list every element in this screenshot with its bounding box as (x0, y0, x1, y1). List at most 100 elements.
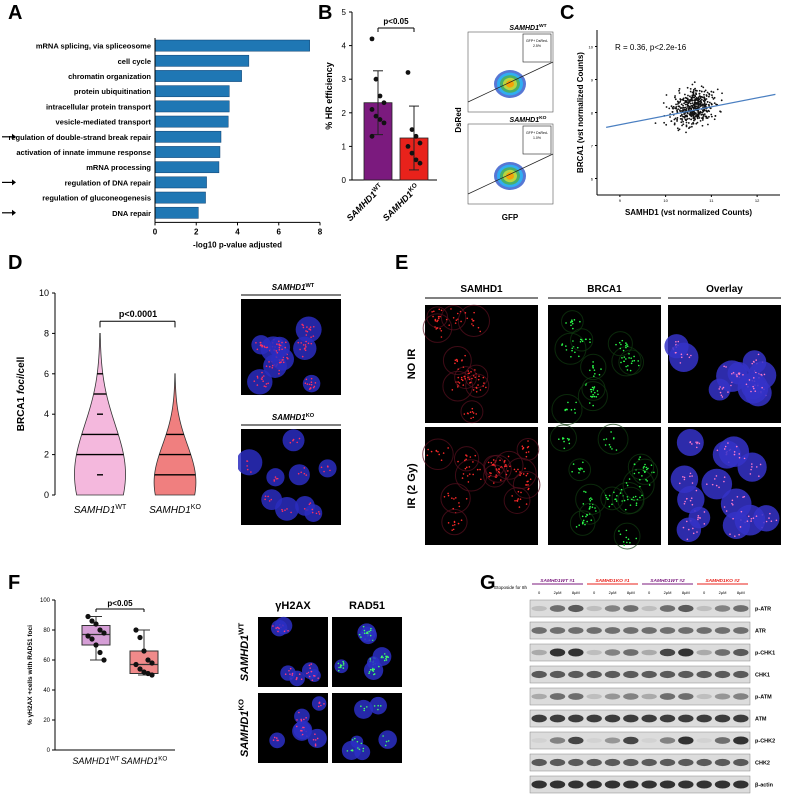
data-point-0-7 (381, 120, 387, 126)
x-tick-label-1: 2 (194, 227, 199, 236)
micrograph-0-0-focus (472, 389, 475, 391)
flow-gate-pct-0: 2.5% (533, 44, 541, 48)
scatter-point (689, 95, 691, 98)
panel-letter-e: E (395, 252, 409, 274)
y-tick-label-1: 20 (43, 718, 50, 724)
micrograph-0-0-focus (485, 386, 487, 389)
blot-band-1-8 (678, 627, 694, 634)
micrograph-1-0-focus (525, 474, 528, 477)
data-point-1-1 (409, 127, 415, 132)
micrograph-1-2-focus (715, 484, 718, 487)
micrograph-1-2-focus (738, 453, 741, 455)
micrograph-0-0-focus (468, 378, 471, 381)
micrograph-1-0-focus (296, 719, 298, 721)
micrograph-1-0-focus (465, 497, 468, 500)
blot-dose-10: 2μM (719, 590, 727, 595)
y-tick-label-4: 10 (589, 45, 594, 50)
micrograph-0-2-focus (738, 373, 740, 376)
micrograph-1-2-focus (729, 533, 731, 535)
micrograph-1-1-cell-ring (600, 486, 624, 511)
micrograph-0-0-focus (462, 384, 465, 386)
micrograph-0-0-focus (288, 669, 290, 672)
micrograph-0-1-focus (592, 389, 595, 391)
micrograph-0-1-cell-ring (577, 381, 608, 412)
scatter-point (700, 113, 703, 116)
micrograph-0-cell (302, 374, 321, 393)
micrograph-1-0-focus (492, 459, 495, 461)
blot-dose-1: 2μM (554, 590, 562, 595)
blot-band-4-1 (549, 693, 566, 700)
scatter-point (697, 115, 700, 117)
micrograph-1-0-focus (513, 468, 516, 471)
micrograph-1-2-cell (734, 504, 766, 536)
micrograph-0-focus (286, 356, 288, 359)
data-point-1-1 (137, 634, 143, 641)
micrograph-1-0-focus (314, 744, 317, 747)
scatter-point (692, 88, 695, 91)
micrograph-1-0-focus (305, 716, 307, 719)
blot-band-2-0 (531, 649, 547, 656)
micrograph-1-1-cell-ring (549, 424, 577, 452)
micrograph-0-2-focus (751, 362, 754, 365)
micrograph-1-2-focus (685, 498, 688, 500)
micrograph-1-1-focus (583, 470, 585, 473)
micrograph-0-2-focus (680, 353, 683, 356)
scatter-point (696, 116, 699, 119)
scatter-point (703, 100, 706, 103)
scatter-point (680, 121, 683, 124)
micrograph-0-1-focus (363, 632, 366, 635)
micrograph-0-2-focus (719, 391, 722, 394)
scatter-point (710, 113, 713, 116)
blot-dose-8: 8μM (682, 590, 690, 595)
micrograph-0-2-focus (752, 385, 754, 388)
micrograph-0-1-focus (628, 357, 630, 359)
micrograph-0-1-focus (592, 393, 594, 396)
micrograph-1-1-focus (590, 497, 592, 499)
scatter-point (703, 93, 705, 96)
micrograph-0-1-focus (595, 396, 598, 398)
micrograph-0-2-focus (761, 386, 763, 389)
blot-band-7-10 (714, 758, 731, 767)
micrograph-1-0-cell-ring (494, 450, 524, 480)
micrograph-0-focus (276, 351, 279, 354)
blot-band-5-6 (641, 714, 657, 723)
micrograph-0-focus (312, 386, 315, 389)
blot-strip-6 (529, 731, 751, 750)
micrograph-1-1-focus (583, 490, 585, 493)
micrograph-0-1-focus (382, 656, 384, 659)
micrograph-0-2-focus (675, 351, 677, 354)
micrograph-0-0-focus (464, 377, 466, 380)
micrograph-1-1-focus (363, 707, 366, 710)
category-label-3: protein ubiquitination (74, 87, 151, 96)
micrograph-1-0-focus (452, 524, 454, 527)
micrograph-0-focus (285, 341, 287, 344)
micrograph-1-focus (305, 474, 308, 476)
micrograph-0-focus (278, 340, 280, 343)
blot-band-6-11 (733, 736, 749, 745)
micrograph-1-2-focus (723, 506, 726, 508)
micrograph-1-1-focus (619, 492, 622, 494)
micrograph-1-focus (270, 498, 273, 501)
column-label-2: Overlay (706, 284, 743, 295)
scatter-point (696, 105, 699, 108)
blot-band-6-5 (623, 736, 639, 745)
scatter-point (675, 107, 677, 110)
scatter-point (694, 115, 697, 117)
scatter-point (681, 117, 683, 120)
micrograph-1-focus (286, 508, 288, 510)
micrograph-1-1-focus (623, 544, 625, 547)
micrograph-0-focus (305, 378, 308, 381)
micrograph-0-0-focus (456, 360, 459, 363)
blot-band-0-7 (659, 605, 676, 612)
scatter-point (680, 103, 683, 106)
micrograph-1-0-focus (323, 703, 325, 705)
micrograph-0-focus (256, 348, 259, 351)
micrograph-1-2-focus (678, 482, 681, 485)
micrograph-1-focus (303, 507, 306, 510)
scatter-point (689, 102, 692, 105)
blot-dose-3: 0 (593, 590, 596, 595)
micrograph-1-0-focus (300, 719, 303, 722)
scatter-point (714, 114, 717, 117)
blot-band-label-6: p-CHK2 (755, 739, 775, 745)
micrograph-0-1 (548, 305, 661, 426)
